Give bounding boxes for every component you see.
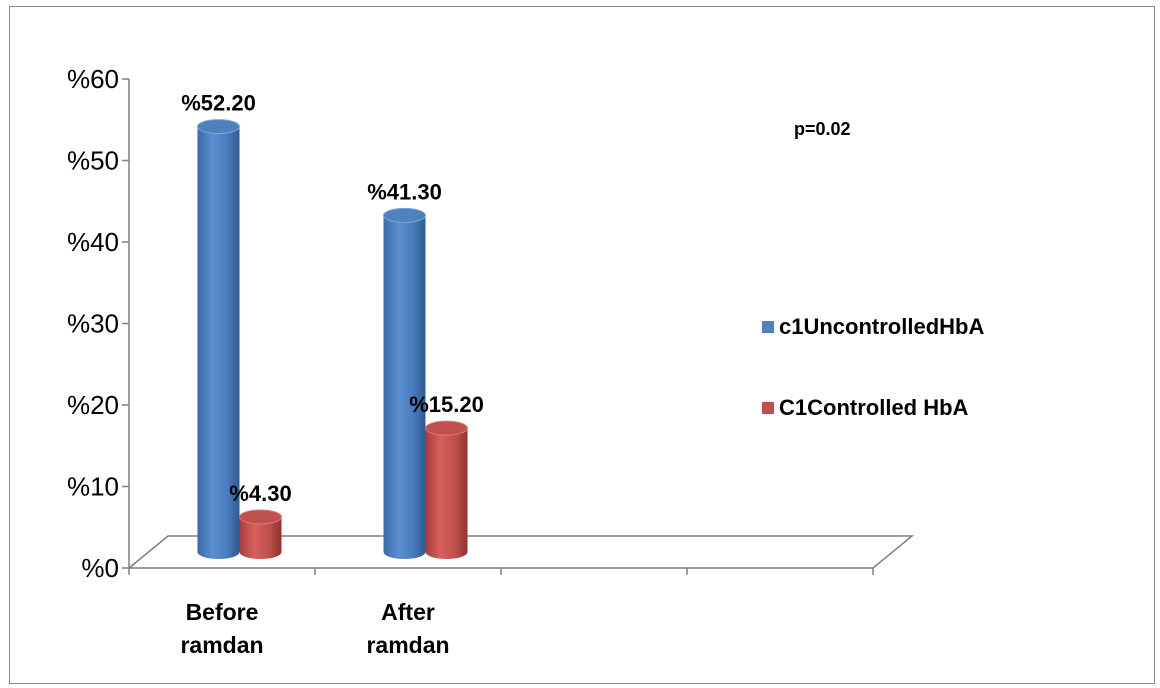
legend-label-controlled: C1Controlled HbA (779, 395, 969, 420)
data-label: %4.30 (229, 481, 291, 506)
y-tick-label: %50 (67, 146, 119, 176)
legend-label-uncontrolled: c1UncontrolledHbA (779, 314, 984, 339)
y-ticks: %0 %10 %20 %30 %40 %50 %60 (67, 64, 129, 583)
y-tick-label: %20 (67, 390, 119, 420)
legend: c1UncontrolledHbA C1Controlled HbA (762, 314, 984, 420)
legend-swatch-controlled (762, 402, 774, 414)
legend-swatch-uncontrolled (762, 321, 774, 333)
bar-body (383, 215, 426, 559)
bar-controlled-1 (425, 420, 468, 559)
bar-cap (239, 509, 282, 525)
y-tick-label: %60 (67, 64, 119, 94)
data-label: %15.20 (409, 392, 484, 417)
floor-outline (128, 535, 915, 569)
y-tick-label: %30 (67, 309, 119, 339)
y-tick-label: %40 (67, 227, 119, 257)
bar-cap (383, 207, 426, 223)
data-labels: %52.20 %41.30 %4.30 %15.20 (181, 91, 484, 506)
y-tick-label: %10 (67, 472, 119, 502)
category-label: Before ramdan (180, 599, 263, 658)
x-ticks (128, 568, 874, 575)
bars (197, 119, 468, 559)
data-label: %41.30 (367, 179, 442, 204)
bar-uncontrolled-1 (383, 207, 426, 559)
category-labels: Before ramdan After ramdan (180, 599, 449, 658)
bar-cap (197, 119, 240, 135)
data-label: %52.20 (181, 91, 256, 116)
category-label: After ramdan (366, 599, 449, 658)
bar-controlled-0 (239, 509, 282, 559)
annotation-p-value: p=0.02 (794, 119, 851, 139)
bar-body (197, 126, 240, 559)
y-tick-label: %0 (81, 553, 119, 583)
bar-cap (425, 420, 468, 436)
bar-body (425, 428, 468, 559)
bar-body (239, 516, 282, 559)
bar-uncontrolled-0 (197, 119, 240, 559)
